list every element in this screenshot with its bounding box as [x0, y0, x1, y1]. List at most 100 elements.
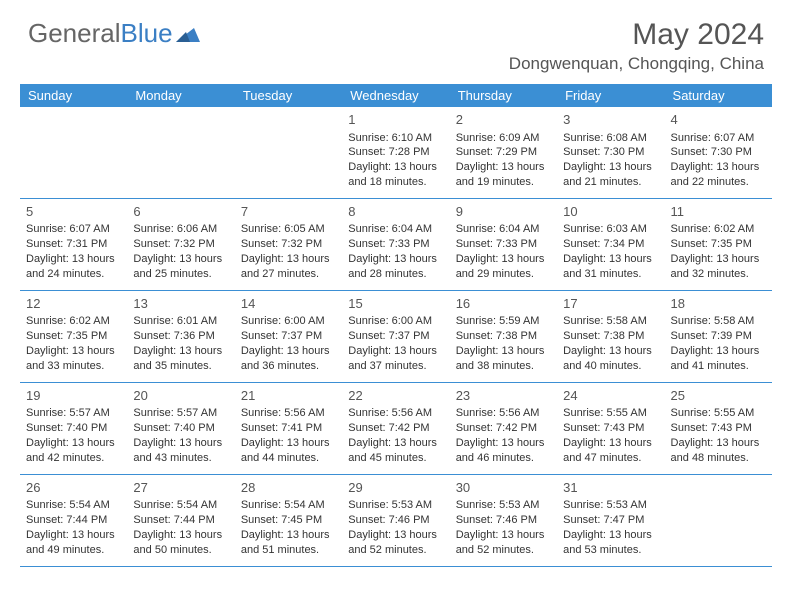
day-number: 18	[671, 295, 766, 313]
weeks-container: 1Sunrise: 6:10 AMSunset: 7:28 PMDaylight…	[20, 107, 772, 567]
calendar-cell: 17Sunrise: 5:58 AMSunset: 7:38 PMDayligh…	[557, 291, 664, 382]
daylight-text: Daylight: 13 hours and 42 minutes.	[26, 436, 121, 466]
sunset-text: Sunset: 7:33 PM	[456, 237, 551, 252]
daylight-text: Daylight: 13 hours and 49 minutes.	[26, 528, 121, 558]
sunset-text: Sunset: 7:32 PM	[241, 237, 336, 252]
day-number: 13	[133, 295, 228, 313]
day-number: 22	[348, 387, 443, 405]
sunrise-text: Sunrise: 5:55 AM	[563, 406, 658, 421]
sunrise-text: Sunrise: 5:56 AM	[456, 406, 551, 421]
day-number: 3	[563, 111, 658, 129]
daylight-text: Daylight: 13 hours and 29 minutes.	[456, 252, 551, 282]
calendar-cell: 9Sunrise: 6:04 AMSunset: 7:33 PMDaylight…	[450, 199, 557, 290]
sunset-text: Sunset: 7:30 PM	[563, 145, 658, 160]
logo: GeneralBlue	[28, 18, 200, 49]
day-number: 20	[133, 387, 228, 405]
sunset-text: Sunset: 7:44 PM	[133, 513, 228, 528]
sunset-text: Sunset: 7:30 PM	[671, 145, 766, 160]
daylight-text: Daylight: 13 hours and 24 minutes.	[26, 252, 121, 282]
day-number: 10	[563, 203, 658, 221]
calendar-cell: 7Sunrise: 6:05 AMSunset: 7:32 PMDaylight…	[235, 199, 342, 290]
calendar-cell: 31Sunrise: 5:53 AMSunset: 7:47 PMDayligh…	[557, 475, 664, 566]
daylight-text: Daylight: 13 hours and 28 minutes.	[348, 252, 443, 282]
location-text: Dongwenquan, Chongqing, China	[509, 54, 764, 74]
sunset-text: Sunset: 7:32 PM	[133, 237, 228, 252]
day-number: 19	[26, 387, 121, 405]
sunrise-text: Sunrise: 6:07 AM	[26, 222, 121, 237]
title-block: May 2024 Dongwenquan, Chongqing, China	[509, 18, 764, 74]
calendar-cell: 22Sunrise: 5:56 AMSunset: 7:42 PMDayligh…	[342, 383, 449, 474]
daylight-text: Daylight: 13 hours and 44 minutes.	[241, 436, 336, 466]
calendar-cell: 5Sunrise: 6:07 AMSunset: 7:31 PMDaylight…	[20, 199, 127, 290]
day-number: 2	[456, 111, 551, 129]
sunset-text: Sunset: 7:37 PM	[348, 329, 443, 344]
day-number: 12	[26, 295, 121, 313]
sunset-text: Sunset: 7:41 PM	[241, 421, 336, 436]
day-number: 31	[563, 479, 658, 497]
calendar-cell	[665, 475, 772, 566]
day-number: 16	[456, 295, 551, 313]
sunset-text: Sunset: 7:34 PM	[563, 237, 658, 252]
week-row: 1Sunrise: 6:10 AMSunset: 7:28 PMDaylight…	[20, 107, 772, 199]
calendar: Sunday Monday Tuesday Wednesday Thursday…	[20, 84, 772, 567]
sunset-text: Sunset: 7:35 PM	[671, 237, 766, 252]
daylight-text: Daylight: 13 hours and 27 minutes.	[241, 252, 336, 282]
day-number: 9	[456, 203, 551, 221]
day-header-sun: Sunday	[20, 84, 127, 107]
day-number: 29	[348, 479, 443, 497]
sunrise-text: Sunrise: 5:53 AM	[348, 498, 443, 513]
daylight-text: Daylight: 13 hours and 51 minutes.	[241, 528, 336, 558]
daylight-text: Daylight: 13 hours and 48 minutes.	[671, 436, 766, 466]
calendar-cell: 25Sunrise: 5:55 AMSunset: 7:43 PMDayligh…	[665, 383, 772, 474]
sunrise-text: Sunrise: 6:04 AM	[456, 222, 551, 237]
day-number: 27	[133, 479, 228, 497]
sunset-text: Sunset: 7:35 PM	[26, 329, 121, 344]
sunset-text: Sunset: 7:47 PM	[563, 513, 658, 528]
calendar-cell: 30Sunrise: 5:53 AMSunset: 7:46 PMDayligh…	[450, 475, 557, 566]
sunrise-text: Sunrise: 5:56 AM	[348, 406, 443, 421]
daylight-text: Daylight: 13 hours and 19 minutes.	[456, 160, 551, 190]
daylight-text: Daylight: 13 hours and 50 minutes.	[133, 528, 228, 558]
sunset-text: Sunset: 7:36 PM	[133, 329, 228, 344]
sunrise-text: Sunrise: 6:05 AM	[241, 222, 336, 237]
day-number: 17	[563, 295, 658, 313]
day-number: 11	[671, 203, 766, 221]
calendar-cell: 4Sunrise: 6:07 AMSunset: 7:30 PMDaylight…	[665, 107, 772, 198]
week-row: 5Sunrise: 6:07 AMSunset: 7:31 PMDaylight…	[20, 199, 772, 291]
calendar-cell	[127, 107, 234, 198]
month-title: May 2024	[509, 18, 764, 52]
daylight-text: Daylight: 13 hours and 25 minutes.	[133, 252, 228, 282]
calendar-cell: 11Sunrise: 6:02 AMSunset: 7:35 PMDayligh…	[665, 199, 772, 290]
calendar-cell: 26Sunrise: 5:54 AMSunset: 7:44 PMDayligh…	[20, 475, 127, 566]
sunrise-text: Sunrise: 6:03 AM	[563, 222, 658, 237]
daylight-text: Daylight: 13 hours and 52 minutes.	[348, 528, 443, 558]
sunrise-text: Sunrise: 6:08 AM	[563, 131, 658, 146]
calendar-cell: 23Sunrise: 5:56 AMSunset: 7:42 PMDayligh…	[450, 383, 557, 474]
calendar-cell: 16Sunrise: 5:59 AMSunset: 7:38 PMDayligh…	[450, 291, 557, 382]
header: GeneralBlue May 2024 Dongwenquan, Chongq…	[0, 0, 792, 78]
sunset-text: Sunset: 7:38 PM	[563, 329, 658, 344]
day-header-wed: Wednesday	[342, 84, 449, 107]
sunset-text: Sunset: 7:42 PM	[456, 421, 551, 436]
week-row: 19Sunrise: 5:57 AMSunset: 7:40 PMDayligh…	[20, 383, 772, 475]
day-number: 26	[26, 479, 121, 497]
daylight-text: Daylight: 13 hours and 37 minutes.	[348, 344, 443, 374]
week-row: 12Sunrise: 6:02 AMSunset: 7:35 PM Dayligh…	[20, 291, 772, 383]
sunrise-text: Sunrise: 5:53 AM	[563, 498, 658, 513]
sunrise-text: Sunrise: 6:09 AM	[456, 131, 551, 146]
calendar-cell: 2 Sunrise: 6:09 AMSunset: 7:29 PMDaylight…	[450, 107, 557, 198]
day-number: 7	[241, 203, 336, 221]
sunrise-text: Sunrise: 6:07 AM	[671, 131, 766, 146]
day-number: 8	[348, 203, 443, 221]
sunrise-text: Sunrise: 6:02 AM	[26, 314, 121, 329]
sunset-text: Sunset: 7:29 PM	[456, 145, 551, 160]
calendar-cell	[235, 107, 342, 198]
calendar-cell: 1Sunrise: 6:10 AMSunset: 7:28 PMDaylight…	[342, 107, 449, 198]
calendar-cell: 8Sunrise: 6:04 AMSunset: 7:33 PMDaylight…	[342, 199, 449, 290]
calendar-cell: 14Sunrise: 6:00 AMSunset: 7:37 PMDayligh…	[235, 291, 342, 382]
sunset-text: Sunset: 7:38 PM	[456, 329, 551, 344]
daylight-text: Daylight: 13 hours and 31 minutes.	[563, 252, 658, 282]
logo-text-2: Blue	[121, 18, 173, 49]
daylight-text: Daylight: 13 hours and 22 minutes.	[671, 160, 766, 190]
day-header-tue: Tuesday	[235, 84, 342, 107]
